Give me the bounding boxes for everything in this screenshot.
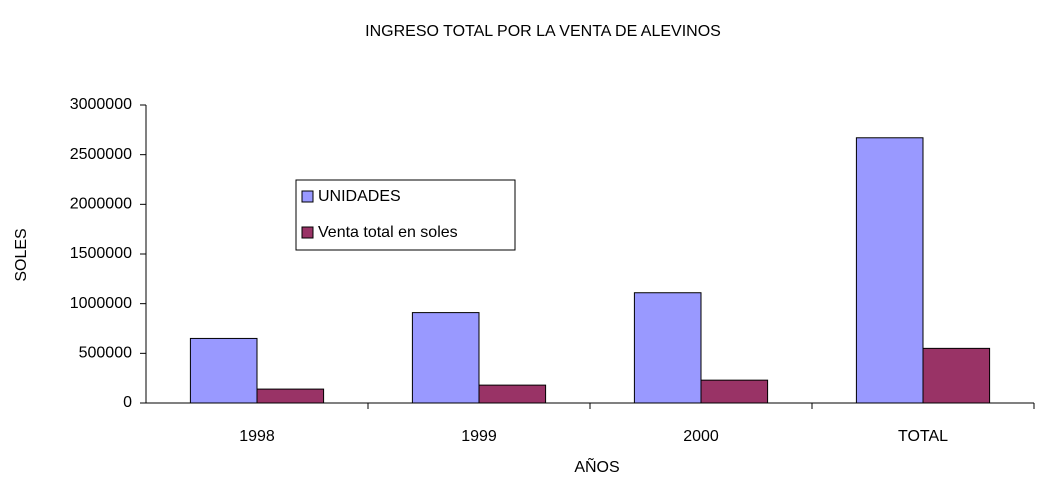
bar <box>700 379 769 404</box>
chart-title: INGRESO TOTAL POR LA VENTA DE ALEVINOS <box>365 23 721 40</box>
bar <box>256 388 325 404</box>
legend-label: Venta total en soles <box>318 224 458 241</box>
bar <box>633 292 702 404</box>
y-tick-label: 500000 <box>79 345 132 362</box>
legend-swatch <box>301 226 314 239</box>
y-tick-label: 0 <box>123 394 132 411</box>
x-tick-label: 2000 <box>683 428 719 445</box>
y-tick-label: 2000000 <box>70 196 132 213</box>
y-tick-label: 1500000 <box>70 245 132 262</box>
legend-box <box>295 179 516 251</box>
x-tick-label: 1999 <box>461 428 497 445</box>
bar <box>922 347 991 404</box>
legend-label: UNIDADES <box>318 188 401 205</box>
x-axis-label: AÑOS <box>574 456 619 476</box>
legend-swatch <box>301 190 314 203</box>
x-tick-label: TOTAL <box>898 428 948 445</box>
y-axis-label: SOLES <box>13 228 30 281</box>
bar <box>478 384 547 404</box>
y-tick-label: 1000000 <box>70 295 132 312</box>
bar <box>189 337 258 404</box>
x-tick-label: 1998 <box>239 428 275 445</box>
y-tick-label: 3000000 <box>70 96 132 113</box>
bar <box>855 137 924 404</box>
y-tick-label: 2500000 <box>70 146 132 163</box>
bar <box>411 312 480 404</box>
